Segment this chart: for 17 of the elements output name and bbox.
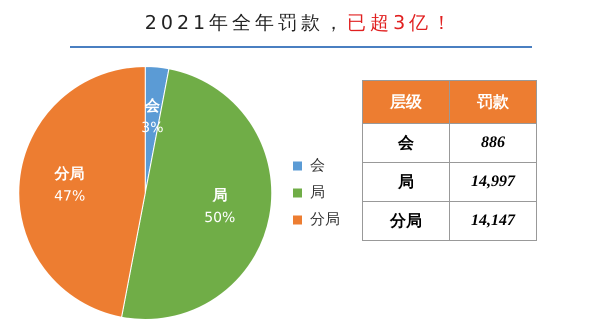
data-label: 14,997 bbox=[450, 162, 536, 202]
category-label: 分局 bbox=[362, 202, 450, 240]
chart-title: 2021年全年罚款， bbox=[144, 12, 348, 34]
category-label: 局 bbox=[362, 162, 450, 202]
legend-label: 分局 bbox=[310, 211, 340, 228]
slice-label: 局 bbox=[211, 186, 228, 204]
text: 罚款 bbox=[450, 80, 536, 124]
text: 已超3亿！ bbox=[347, 12, 456, 34]
legend-label: 局 bbox=[310, 184, 325, 202]
slice-label: 分局 bbox=[54, 164, 85, 183]
data-label: 14,147 bbox=[450, 202, 536, 240]
data-label: 886 bbox=[450, 124, 536, 162]
data-label: 47% bbox=[54, 188, 86, 204]
text: 层级 bbox=[362, 80, 450, 124]
data-label: 50% bbox=[204, 210, 236, 226]
legend-label: 会 bbox=[310, 157, 325, 174]
category-label: 会 bbox=[362, 124, 450, 162]
